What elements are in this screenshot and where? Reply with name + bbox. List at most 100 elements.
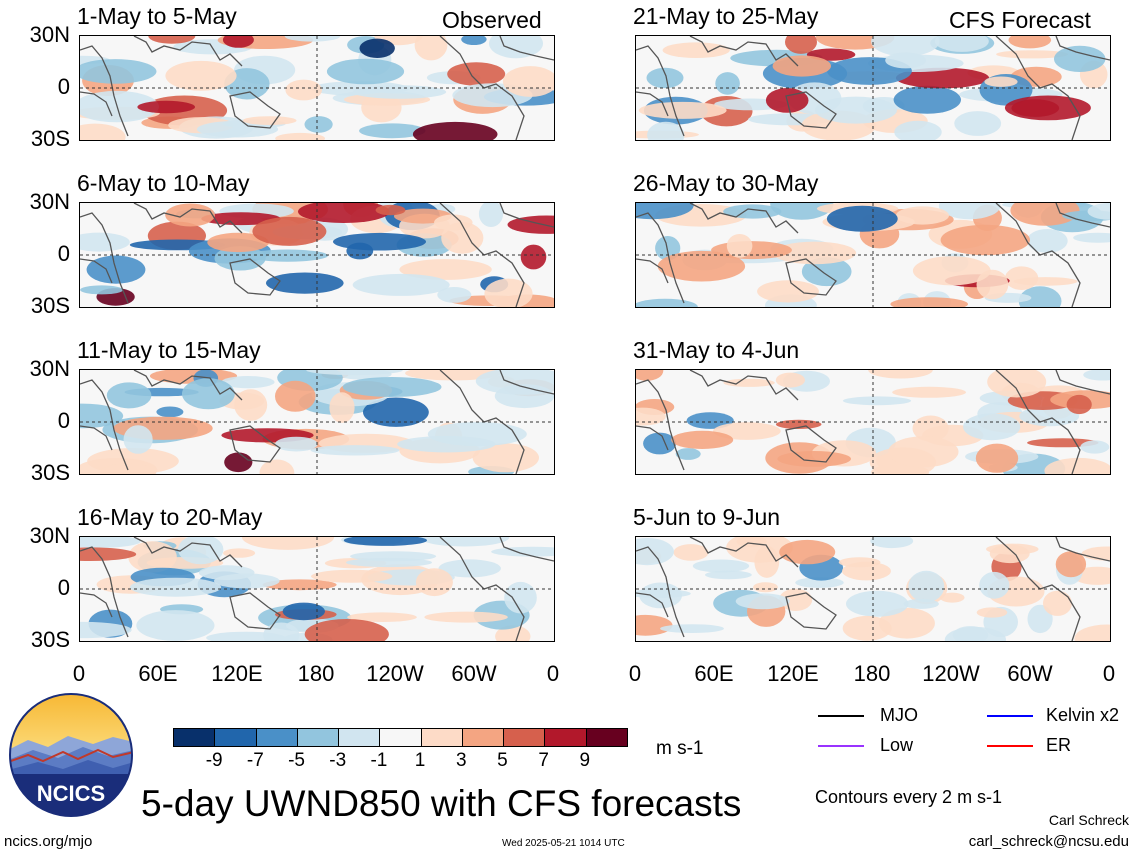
anomaly-blob [438,559,501,578]
coastline [636,425,669,451]
anomaly-blob [638,101,727,119]
coastline [995,537,1081,641]
anomaly-blob [427,422,527,447]
anomaly-blob [178,537,224,565]
y-tick-label: 0 [57,241,70,266]
anomaly-blob [306,370,403,376]
anomaly-blob [347,612,417,622]
anomaly-blob [979,571,1010,599]
anomaly-blob [275,436,318,452]
anomaly-blob [770,203,834,220]
anomaly-blob [1081,546,1110,561]
author: Carl Schreck [1048,812,1129,828]
coastline [689,537,799,568]
anomaly-blob [826,205,898,232]
anomaly-blob [1074,624,1110,641]
anomaly-blob [201,212,281,226]
x-tick-label: 60W [451,661,497,686]
anomaly-blob [198,565,255,581]
anomaly-blob [934,36,989,52]
anomaly-blob [441,222,484,254]
colorbar-segment [256,729,298,746]
anomaly-blob [989,544,1030,564]
x-tick-label: 120E [211,661,263,686]
anomaly-blob [80,537,141,548]
timestamp: Wed 2025-05-21 1014 UTC [502,838,625,849]
anomaly-blob [80,232,130,252]
author-email[interactable]: carl_schreck@ncsu.edu [968,833,1129,850]
coastline [995,36,1081,140]
coastline [689,203,799,234]
coastline [133,203,243,234]
anomaly-blob [723,378,775,387]
anomaly-blob [801,257,852,287]
coastline [636,546,685,638]
anomaly-blob [1073,232,1110,243]
anomaly-blob [871,36,940,57]
anomaly-blob [1018,286,1062,307]
panel-title: 26-May to 30-May [633,170,819,196]
panel-title: 6-May to 10-May [77,170,250,196]
anomaly-blob [472,443,539,473]
anomaly-blob [938,203,1001,220]
legend-kelvin-line [987,715,1033,717]
anomaly-blob [1083,370,1110,381]
colorbar-segment [380,729,422,746]
coastline [499,370,554,395]
contour-note: Contours every 2 m s-1 [815,787,1003,807]
x-tick-label: 60E [138,661,178,686]
x-tick-label: 120W [366,661,424,686]
anomaly-blob [182,378,235,410]
colorbar-tick: 1 [414,750,426,771]
anomaly-blob [894,120,942,140]
anomaly-blob [1043,590,1072,616]
anomaly-blob [342,377,442,397]
anomaly-blob [437,287,472,303]
anomaly-blob [415,568,453,597]
anomaly-blob [207,232,269,253]
coastline [785,258,837,296]
colorbar-tick: -7 [246,750,264,771]
anomaly-blob [106,382,152,409]
anomaly-blob [675,448,701,460]
anomaly-blob [715,72,740,95]
anomaly-blob [878,607,935,639]
colorbar-segment [545,729,587,746]
anomaly-blob [80,90,159,123]
anomaly-blob [636,407,666,426]
colorbar-segment [421,729,463,746]
anomaly-blob [890,297,968,307]
forecast-label: CFS Forecast [949,7,1091,33]
coastline [80,379,129,471]
logo-text: NCICS [37,781,105,806]
legend-low: Low [880,735,914,755]
coastline [636,592,669,618]
anomaly-blob [646,67,684,89]
colorbar-tick: 9 [579,750,591,771]
site-link[interactable]: ncics.org/mjo [4,833,93,850]
coastline [499,203,554,228]
colorbar-segment [504,729,546,746]
units-label: m s-1 [656,738,704,759]
anomaly-blob [123,425,153,454]
anomaly-blob [757,280,819,303]
coastline [80,425,113,451]
u850-anomaly-map [635,35,1111,141]
anomaly-blob [520,244,547,270]
anomaly-blob [662,42,730,58]
anomaly-blob [952,626,989,641]
anomaly-blob [963,413,1021,441]
panel-title: 21-May to 25-May [633,3,819,29]
anomaly-blob [795,577,844,588]
colorbar-segment [462,729,505,746]
u850-anomaly-map [79,369,555,475]
anomaly-blob [726,234,753,258]
legend-er: ER [1046,735,1072,755]
anomaly-blob [461,36,487,45]
anomaly-blob [1026,229,1068,253]
observed-label: Observed [442,7,542,33]
anomaly-blob [80,621,132,639]
anomaly-blob [838,557,881,568]
colorbar-segment [215,729,257,746]
colorbar-segment [174,729,216,746]
